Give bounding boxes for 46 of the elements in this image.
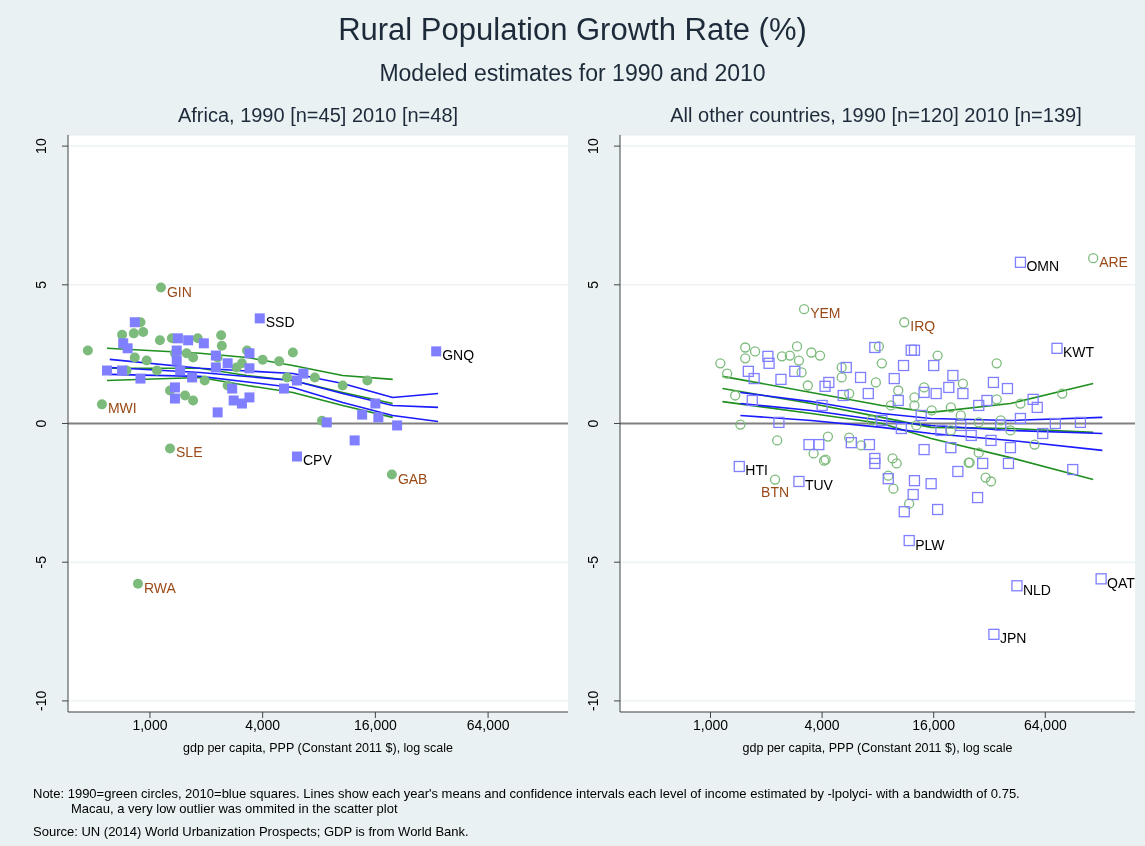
y-tick-label: -10 xyxy=(585,690,601,712)
x-axis-title: gdp per capita, PPP (Constant 2011 $), log scale xyxy=(183,741,453,755)
annotation: CPV xyxy=(302,452,333,469)
x-axis-title: gdp per capita, PPP (Constant 2011 $), log scale xyxy=(742,741,1013,755)
x-tick-label: 16,000 xyxy=(912,716,956,733)
annotation: JPN xyxy=(999,630,1027,647)
x-tick-label: 4,000 xyxy=(804,716,840,733)
x-tick-label: 1,000 xyxy=(692,716,729,733)
x-tick-label: 1,000 xyxy=(132,716,168,733)
y-tick-label: 10 xyxy=(33,138,49,154)
annotation: SLE xyxy=(176,444,203,461)
text: Modeled estimates for 1990 and 2010 xyxy=(378,60,767,87)
annotation: PLW xyxy=(915,536,946,553)
y-tick-label: 0 xyxy=(585,419,601,428)
annotation: NLD xyxy=(1022,581,1051,598)
y-tick-label: 5 xyxy=(585,280,601,289)
x-tick-label: 64,000 xyxy=(466,716,510,733)
chart-title: All other countries, 1990 [n=120] 2010 [n=139] xyxy=(669,104,1083,127)
annotation: SSD xyxy=(265,314,295,331)
annotation: BTN xyxy=(761,484,790,501)
annotation: GAB xyxy=(397,470,428,487)
y-tick-label: 0 xyxy=(33,419,49,428)
annotation: RWA xyxy=(143,579,177,596)
annotation: GIN xyxy=(166,283,192,300)
x-tick-label: 4,000 xyxy=(245,716,281,733)
annotation: TUV xyxy=(804,477,834,494)
text: Note: 1990=green circles, 2010=blue squares. Lines show each year's means and confidence intervals each level of income estimated by -lpolyci- with a bandwidth of 0.75. Macau, a very low outlier was ommited in the scatter plot xyxy=(33,786,1021,816)
y-tick-label: -5 xyxy=(585,555,601,569)
annotation: IRQ xyxy=(910,318,936,335)
y-tick-label: 10 xyxy=(585,138,601,154)
x-tick-label: 16,000 xyxy=(353,716,397,733)
chart-title: Africa, 1990 [n=45] 2010 [n=48] xyxy=(176,104,460,127)
annotation: HTI xyxy=(745,462,768,479)
y-tick-label: 5 xyxy=(33,280,49,289)
annotation: QAT xyxy=(1107,574,1136,591)
annotation: GNQ xyxy=(442,347,475,364)
source-note: Source: UN (2014) World Urbanization Prospects; GDP is from World Bank. xyxy=(33,824,470,839)
x-tick-label: 64,000 xyxy=(1023,716,1067,733)
y-tick-label: -10 xyxy=(33,690,49,712)
annotation: OMN xyxy=(1026,258,1060,275)
annotation: KWT xyxy=(1062,344,1095,361)
annotation: YEM xyxy=(810,305,841,322)
text: Rural Population Growth Rate (%) xyxy=(337,12,808,48)
y-tick-label: -5 xyxy=(33,555,49,569)
annotation: ARE xyxy=(1099,254,1128,271)
annotation: MWI xyxy=(107,400,137,417)
